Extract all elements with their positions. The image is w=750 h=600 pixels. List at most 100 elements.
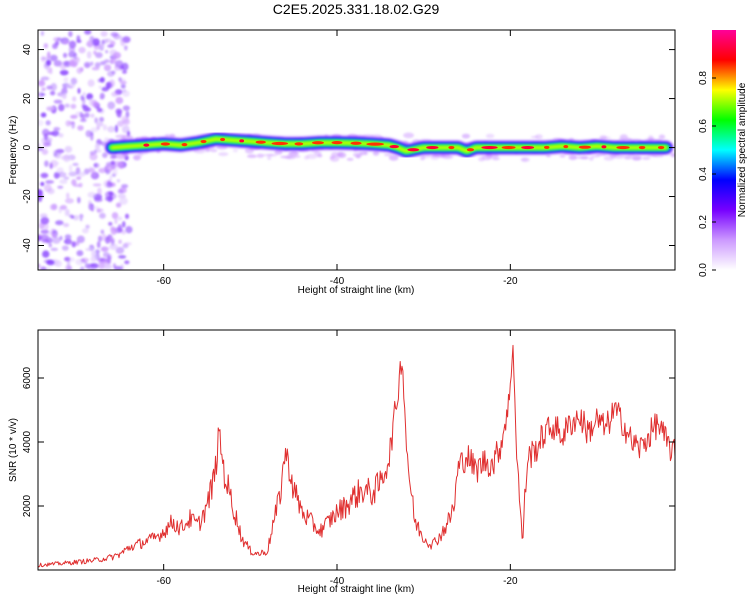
ridge-peak xyxy=(181,143,188,147)
noise-speck xyxy=(55,220,64,226)
noise-speck xyxy=(40,216,50,225)
colorbar-label: Normalized spectral amplitude xyxy=(737,82,748,217)
ridge-peak xyxy=(448,145,455,150)
noise-speck xyxy=(76,176,82,180)
noise-speck xyxy=(115,202,122,208)
noise-speck xyxy=(105,170,111,175)
noise-speck xyxy=(62,52,68,58)
ridge-peak xyxy=(331,141,343,145)
noise-speck xyxy=(122,90,130,97)
noise-speck xyxy=(64,208,68,217)
noise-speck xyxy=(85,130,92,138)
noise-speck xyxy=(86,51,92,59)
noise-speck xyxy=(38,235,42,242)
noise-speck xyxy=(122,118,131,126)
noise-speck xyxy=(71,179,77,186)
noise-speck xyxy=(110,227,117,235)
ridge-peak xyxy=(426,145,439,150)
ridge-peak xyxy=(466,148,475,152)
noise-speck xyxy=(115,108,123,115)
noise-speck xyxy=(63,76,69,83)
noise-speck xyxy=(352,152,363,158)
noise-speck xyxy=(72,96,77,102)
noise-speck xyxy=(267,153,278,157)
noise-speck xyxy=(49,90,56,96)
noise-speck xyxy=(118,255,127,259)
noise-speck xyxy=(68,171,78,177)
noise-speck xyxy=(64,103,70,108)
noise-speck xyxy=(57,171,67,178)
noise-speck xyxy=(44,222,49,231)
noise-speck xyxy=(110,58,117,64)
noise-speck xyxy=(100,246,109,252)
noise-speck xyxy=(121,184,129,189)
noise-speck xyxy=(113,161,123,168)
noise-speck xyxy=(117,193,126,199)
noise-speck xyxy=(422,153,431,159)
noise-speck xyxy=(48,243,52,248)
y-tick-label: -40 xyxy=(22,238,33,253)
noise-speck xyxy=(90,256,97,263)
noise-speck xyxy=(546,154,551,158)
noise-speck xyxy=(114,124,118,133)
colorbar-tick-label: 0.8 xyxy=(698,71,709,85)
noise-speck xyxy=(632,157,641,161)
noise-speck xyxy=(49,203,57,211)
noise-speck xyxy=(63,155,71,163)
noise-speck xyxy=(110,154,118,159)
noise-speck xyxy=(119,80,127,85)
noise-speck xyxy=(88,98,94,107)
noise-speck xyxy=(79,213,84,219)
noise-speck xyxy=(98,167,107,174)
heatmap-y-axis-label: Frequency (Hz) xyxy=(8,116,19,185)
noise-speck xyxy=(115,246,125,254)
noise-speck xyxy=(46,85,53,90)
noise-speck xyxy=(68,238,72,245)
heatmap-x-ticks: -60 -40 -20 xyxy=(156,30,518,287)
noise-speck xyxy=(73,214,79,221)
noise-speck xyxy=(117,216,123,221)
ridge-peak xyxy=(501,145,516,150)
noise-speck xyxy=(113,266,123,270)
noise-speck xyxy=(599,135,608,141)
noise-speck xyxy=(88,202,94,211)
noise-speck xyxy=(671,153,675,157)
noise-speck xyxy=(40,229,49,234)
ridge-peak xyxy=(389,144,399,149)
noise-speck xyxy=(105,49,109,54)
noise-speck xyxy=(61,87,68,95)
noise-speck xyxy=(41,128,50,137)
noise-speck xyxy=(100,30,108,37)
noise-speck xyxy=(121,220,126,228)
noise-speck xyxy=(77,87,81,94)
noise-speck xyxy=(87,191,97,198)
noise-speck xyxy=(40,172,49,179)
noise-speck xyxy=(111,212,119,220)
noise-speck xyxy=(403,132,415,139)
noise-speck xyxy=(109,243,118,250)
noise-speck xyxy=(111,91,119,97)
noise-speck xyxy=(115,96,124,105)
noise-speck xyxy=(658,134,666,140)
noise-speck xyxy=(337,152,347,159)
noise-speck xyxy=(647,137,655,142)
noise-speck xyxy=(90,127,99,133)
noise-speck xyxy=(591,155,601,158)
noise-speck xyxy=(492,157,500,161)
noise-speck xyxy=(461,133,471,139)
noise-speck xyxy=(85,247,93,252)
noise-speck xyxy=(79,118,87,123)
x-tick-label: -40 xyxy=(330,276,345,287)
noise-speck xyxy=(232,148,238,153)
noise-speck xyxy=(95,52,103,59)
noise-speck xyxy=(79,217,83,222)
ridge-peak xyxy=(143,143,150,147)
noise-speck xyxy=(559,154,566,158)
noise-speck xyxy=(123,45,128,51)
noise-speck xyxy=(552,137,562,141)
noise-speck xyxy=(112,33,121,40)
noise-speck xyxy=(90,113,95,118)
noise-speck xyxy=(41,239,50,243)
ridge-peak xyxy=(350,141,362,145)
noise-speck xyxy=(39,234,49,241)
